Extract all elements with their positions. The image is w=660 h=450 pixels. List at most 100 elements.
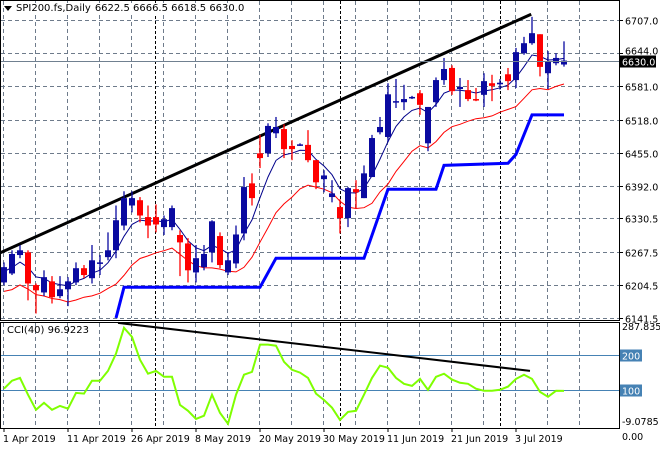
candle-body <box>249 183 255 199</box>
candle <box>425 106 431 152</box>
cci-line <box>3 325 565 427</box>
date-label: 3 Jul 2019 <box>515 434 563 445</box>
cci-max-label: 287.8357 <box>622 322 660 333</box>
candle <box>385 83 391 143</box>
candle-body <box>481 81 487 95</box>
candle <box>305 130 311 163</box>
current-price-badge <box>620 55 656 68</box>
candle <box>505 67 511 91</box>
candle <box>489 74 495 102</box>
candle-body <box>425 106 431 144</box>
candle <box>457 77 463 107</box>
candle <box>353 180 359 209</box>
candle-body <box>441 69 447 81</box>
candle-body <box>257 153 263 159</box>
date-label: 8 May 2019 <box>195 434 251 445</box>
price-tick-label: 6518.0 <box>625 117 658 128</box>
candle <box>561 41 567 67</box>
candle-body <box>353 189 359 193</box>
cci-level-label: 100 <box>622 387 640 398</box>
candle-body <box>281 129 287 150</box>
candle-body <box>185 243 191 271</box>
candle-body <box>89 260 95 279</box>
candle <box>433 77 439 107</box>
candle-body <box>137 200 143 216</box>
date-label: 30 May 2019 <box>323 434 385 445</box>
price-tick-label: 6141.5 <box>625 315 658 326</box>
date-label: 1 Apr 2019 <box>3 434 56 445</box>
cci-indicator-label: CCI(40) 96.9223 <box>7 325 89 336</box>
symbol-label: SPI200.fs,Daily <box>16 3 91 14</box>
candle <box>73 262 79 286</box>
candle-body <box>529 33 535 44</box>
candle-body <box>497 82 503 85</box>
candle-body <box>345 188 351 219</box>
candle-body <box>289 145 295 150</box>
candle-body <box>409 96 415 99</box>
candle <box>137 197 143 223</box>
candle <box>177 230 183 277</box>
date-label: 20 May 2019 <box>259 434 321 445</box>
candle <box>441 57 447 85</box>
date-label: 11 Apr 2019 <box>67 434 126 445</box>
candle <box>249 173 255 206</box>
support-step-line <box>114 113 564 319</box>
candle <box>273 116 279 139</box>
candle <box>169 205 175 231</box>
candle-body <box>297 144 303 146</box>
candle <box>337 199 343 234</box>
candle-body <box>49 281 55 298</box>
candle <box>553 53 559 66</box>
candle-body <box>417 93 423 105</box>
candle-body <box>561 60 567 65</box>
candle-body <box>233 234 239 264</box>
price-tick-label: 6581.0 <box>625 83 658 94</box>
candle <box>377 116 383 135</box>
candle <box>497 79 503 90</box>
candle-body <box>361 173 367 199</box>
candle-body <box>553 57 559 64</box>
candle <box>241 177 247 241</box>
candle-body <box>129 198 135 206</box>
candle <box>473 87 479 102</box>
candle <box>233 225 239 269</box>
candle-body <box>265 125 271 154</box>
candle-body <box>153 217 159 225</box>
candle-body <box>201 253 207 268</box>
candle-body <box>385 94 391 137</box>
candle-body <box>25 252 31 284</box>
candle <box>265 123 271 158</box>
dropdown-triangle-icon[interactable] <box>4 6 12 11</box>
cci-trendline <box>117 321 531 372</box>
candle <box>33 283 39 314</box>
candle-body <box>97 262 103 264</box>
candle <box>49 276 55 304</box>
candle <box>81 265 87 279</box>
date-label: 26 Apr 2019 <box>131 434 190 445</box>
candle <box>161 215 167 236</box>
price-tick-label: 6707.0 <box>625 17 658 28</box>
candle <box>521 36 527 55</box>
candle-body <box>161 219 167 228</box>
candle <box>25 250 31 301</box>
candle <box>289 140 295 161</box>
candle-body <box>169 208 175 228</box>
candle-body <box>65 281 71 290</box>
candle-body <box>513 52 519 81</box>
candle-body <box>369 138 375 178</box>
candle <box>417 90 423 115</box>
candle-body <box>313 160 319 183</box>
candle <box>17 245 23 259</box>
candle-body <box>465 90 471 100</box>
cci-zero-label: 0.00 <box>622 432 643 443</box>
candle-body <box>73 268 79 283</box>
price-tick-label: 6330.5 <box>625 215 658 226</box>
candle-body <box>473 99 479 101</box>
candle <box>57 276 63 299</box>
candle <box>313 160 319 190</box>
cci-level-badge <box>620 384 642 397</box>
candle <box>41 270 47 297</box>
date-label: 11 Jun 2019 <box>387 434 444 445</box>
candle <box>409 95 415 100</box>
